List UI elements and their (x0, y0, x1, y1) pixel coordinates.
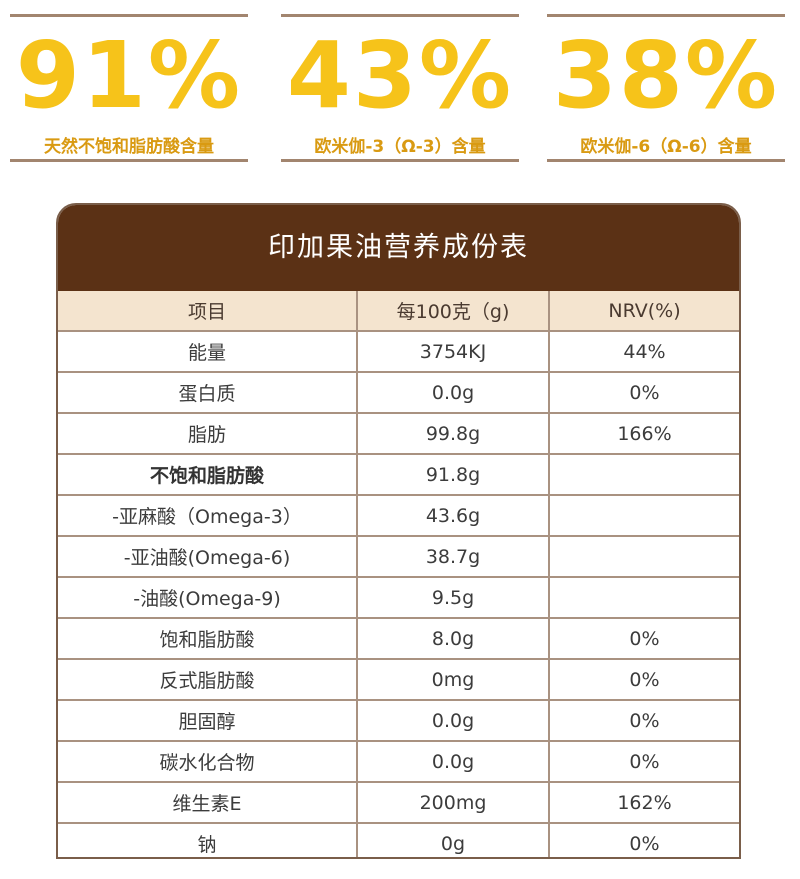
cell-nrv: 0% (548, 822, 739, 857)
cell-item: -亚麻酸（Omega-3） (58, 494, 358, 537)
stat-value: 43% (286, 22, 514, 129)
cell-item: 能量 (58, 330, 358, 373)
table-row: -亚麻酸（Omega-3） 43.6g (58, 494, 739, 537)
divider (281, 159, 519, 162)
header-per100g: 每100克（g) (356, 291, 550, 332)
cell-nrv: 0% (548, 371, 739, 414)
stat-value: 91% (15, 22, 243, 129)
cell-item: 碳水化合物 (58, 740, 358, 783)
divider (547, 159, 785, 162)
table-header-row: 项目 每100克（g) NRV(%) (58, 291, 739, 332)
table-row: -亚油酸(Omega-6) 38.7g (58, 535, 739, 578)
cell-nrv (548, 576, 739, 619)
cell-nrv (548, 494, 739, 537)
cell-nrv: 44% (548, 330, 739, 373)
cell-per100g: 0.0g (356, 740, 550, 783)
stat-unsaturated: 91% 天然不饱和脂肪酸含量 (10, 14, 248, 162)
cell-item: 蛋白质 (58, 371, 358, 414)
cell-item: 钠 (58, 822, 358, 857)
cell-per100g: 8.0g (356, 617, 550, 660)
table-row: 不饱和脂肪酸 91.8g (58, 453, 739, 496)
cell-item: -亚油酸(Omega-6) (58, 535, 358, 578)
cell-nrv (548, 453, 739, 496)
cell-nrv: 0% (548, 617, 739, 660)
table-title: 印加果油营养成份表 (58, 205, 739, 291)
cell-per100g: 0.0g (356, 371, 550, 414)
cell-nrv: 162% (548, 781, 739, 824)
divider (10, 159, 248, 162)
header-nrv: NRV(%) (548, 291, 739, 332)
cell-per100g: 43.6g (356, 494, 550, 537)
table-row: 蛋白质 0.0g 0% (58, 371, 739, 414)
cell-item: 不饱和脂肪酸 (58, 453, 358, 496)
stat-caption: 欧米伽-3（Ω-3）含量 (314, 137, 486, 157)
cell-per100g: 3754KJ (356, 330, 550, 373)
divider (281, 14, 519, 17)
table-row: 维生素E 200mg 162% (58, 781, 739, 824)
cell-nrv: 0% (548, 699, 739, 742)
divider (10, 14, 248, 17)
cell-per100g: 0.0g (356, 699, 550, 742)
cell-item: 胆固醇 (58, 699, 358, 742)
table-row: 反式脂肪酸 0mg 0% (58, 658, 739, 701)
cell-per100g: 99.8g (356, 412, 550, 455)
nutrition-table: 项目 每100克（g) NRV(%) 能量 3754KJ 44% 蛋白质 0.0g 0% 脂… (58, 291, 739, 857)
cell-item: 脂肪 (58, 412, 358, 455)
stat-omega6: 38% 欧米伽-6（Ω-6）含量 (547, 14, 785, 162)
cell-item: 饱和脂肪酸 (58, 617, 358, 660)
table-row: 饱和脂肪酸 8.0g 0% (58, 617, 739, 660)
cell-per100g: 9.5g (356, 576, 550, 619)
table-row: -油酸(Omega-9) 9.5g (58, 576, 739, 619)
cell-nrv: 166% (548, 412, 739, 455)
cell-per100g: 0g (356, 822, 550, 857)
table-row: 能量 3754KJ 44% (58, 330, 739, 373)
cell-per100g: 0mg (356, 658, 550, 701)
table-row: 脂肪 99.8g 166% (58, 412, 739, 455)
cell-per100g: 38.7g (356, 535, 550, 578)
stat-caption: 天然不饱和脂肪酸含量 (44, 137, 214, 157)
divider (547, 14, 785, 17)
cell-item: -油酸(Omega-9) (58, 576, 358, 619)
stat-value: 38% (552, 22, 780, 129)
table-row: 碳水化合物 0.0g 0% (58, 740, 739, 783)
header-item: 项目 (58, 291, 358, 332)
cell-item: 维生素E (58, 781, 358, 824)
stats-banner: 91% 天然不饱和脂肪酸含量 43% 欧米伽-3（Ω-3）含量 38% 欧米伽-… (10, 14, 790, 164)
stat-omega3: 43% 欧米伽-3（Ω-3）含量 (281, 14, 519, 162)
table-row: 钠 0g 0% (58, 822, 739, 857)
cell-nrv: 0% (548, 658, 739, 701)
nutrition-table-card: 印加果油营养成份表 项目 每100克（g) NRV(%) 能量 3754KJ 44%… (56, 203, 741, 859)
cell-nrv: 0% (548, 740, 739, 783)
cell-nrv (548, 535, 739, 578)
stat-caption: 欧米伽-6（Ω-6）含量 (580, 137, 752, 157)
cell-per100g: 200mg (356, 781, 550, 824)
cell-per100g: 91.8g (356, 453, 550, 496)
table-row: 胆固醇 0.0g 0% (58, 699, 739, 742)
cell-item: 反式脂肪酸 (58, 658, 358, 701)
